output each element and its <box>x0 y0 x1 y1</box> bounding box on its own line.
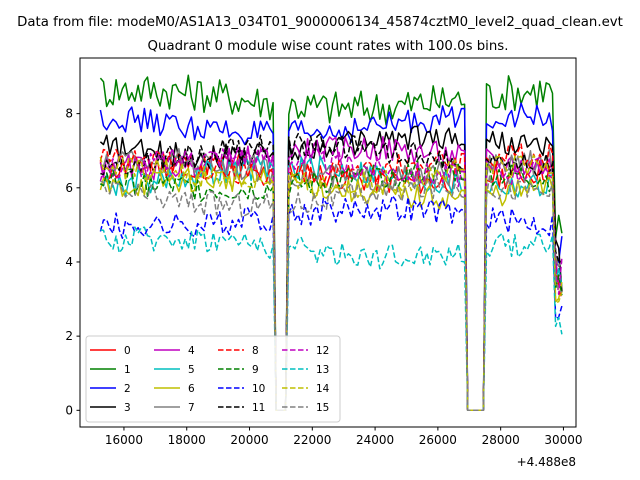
legend-label-6: 6 <box>188 383 195 395</box>
series-line-9 <box>100 159 563 412</box>
chart-title: Quadrant 0 module wise count rates with … <box>148 39 509 54</box>
legend-label-12: 12 <box>316 345 329 357</box>
series-line-14 <box>99 154 563 412</box>
y-tick-label: 6 <box>65 181 73 195</box>
legend-label-3: 3 <box>124 402 131 414</box>
legend-label-14: 14 <box>316 383 330 395</box>
legend-label-9: 9 <box>252 364 259 376</box>
legend-label-4: 4 <box>188 345 195 357</box>
legend-label-0: 0 <box>124 345 131 357</box>
legend-label-1: 1 <box>124 364 131 376</box>
series-line-13 <box>100 226 563 412</box>
y-tick-label: 0 <box>65 403 73 417</box>
series-layer <box>99 74 563 412</box>
x-tick-label: 28000 <box>482 433 520 447</box>
x-tick-label: 20000 <box>230 433 268 447</box>
legend-label-10: 10 <box>252 383 265 395</box>
y-tick-label: 2 <box>65 329 73 343</box>
figure-suptitle: Data from file: modeM0/AS1A13_034T01_900… <box>17 15 623 30</box>
legend-label-7: 7 <box>188 402 195 414</box>
y-tick-label: 4 <box>65 255 73 269</box>
legend-label-2: 2 <box>124 383 131 395</box>
legend-label-11: 11 <box>252 402 265 414</box>
legend-label-8: 8 <box>252 345 259 357</box>
legend-label-13: 13 <box>316 364 329 376</box>
x-tick-label: 22000 <box>293 433 331 447</box>
legend-box <box>85 335 341 423</box>
x-tick-label: 24000 <box>356 433 394 447</box>
series-line-12 <box>99 146 563 412</box>
x-tick-label: 16000 <box>105 433 143 447</box>
legend-label-5: 5 <box>188 364 195 376</box>
x-tick-label: 30000 <box>544 433 582 447</box>
series-line-15 <box>100 174 563 412</box>
plot-frame <box>79 57 577 428</box>
legend-label-15: 15 <box>316 402 329 414</box>
x-tick-label: 26000 <box>419 433 457 447</box>
x-offset-label: +4.488e8 <box>517 455 576 469</box>
y-tick-label: 8 <box>65 107 73 121</box>
x-tick-label: 18000 <box>168 433 206 447</box>
x-axis: 16000 18000 20000 22000 24000 26000 28000 30000 <box>105 427 583 447</box>
y-axis: 0 2 4 6 8 <box>65 107 80 417</box>
